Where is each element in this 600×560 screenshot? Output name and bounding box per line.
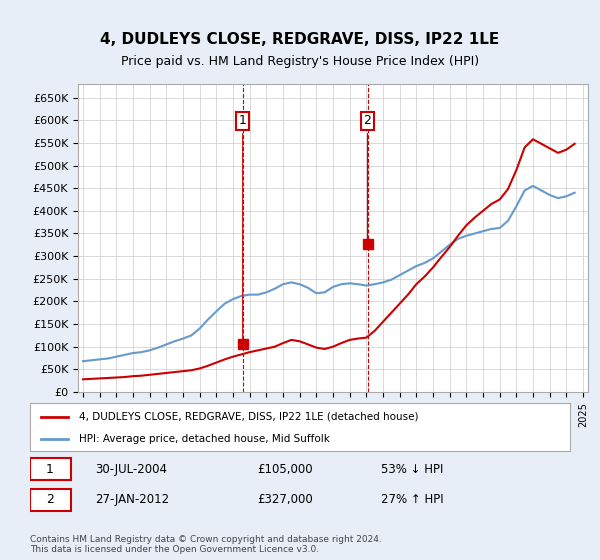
Text: 27% ↑ HPI: 27% ↑ HPI: [381, 493, 443, 506]
Text: 30-JUL-2004: 30-JUL-2004: [95, 463, 167, 475]
Text: 2: 2: [364, 114, 371, 241]
Text: 4, DUDLEYS CLOSE, REDGRAVE, DISS, IP22 1LE (detached house): 4, DUDLEYS CLOSE, REDGRAVE, DISS, IP22 1…: [79, 412, 418, 422]
Text: £327,000: £327,000: [257, 493, 313, 506]
Text: 4, DUDLEYS CLOSE, REDGRAVE, DISS, IP22 1LE: 4, DUDLEYS CLOSE, REDGRAVE, DISS, IP22 1…: [100, 32, 500, 46]
Text: 1: 1: [239, 114, 247, 342]
Text: 1: 1: [46, 463, 54, 475]
Text: £105,000: £105,000: [257, 463, 313, 475]
FancyBboxPatch shape: [30, 458, 71, 480]
Text: 2: 2: [46, 493, 54, 506]
Text: Price paid vs. HM Land Registry's House Price Index (HPI): Price paid vs. HM Land Registry's House …: [121, 55, 479, 68]
Text: 53% ↓ HPI: 53% ↓ HPI: [381, 463, 443, 475]
Text: Contains HM Land Registry data © Crown copyright and database right 2024.
This d: Contains HM Land Registry data © Crown c…: [30, 535, 382, 554]
Text: HPI: Average price, detached house, Mid Suffolk: HPI: Average price, detached house, Mid …: [79, 434, 329, 444]
FancyBboxPatch shape: [30, 489, 71, 511]
Text: 27-JAN-2012: 27-JAN-2012: [95, 493, 169, 506]
